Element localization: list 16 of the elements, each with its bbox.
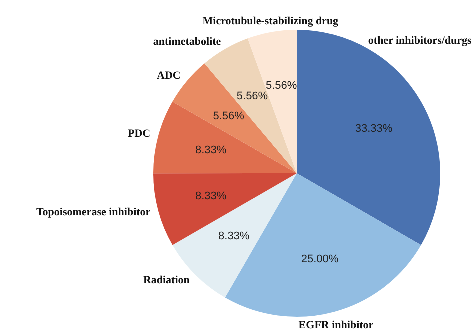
data-label: 25.00% — [301, 253, 339, 266]
slice-label: Radiation — [143, 274, 190, 287]
data-label: 8.33% — [218, 230, 250, 242]
slice-label: antimetabolite — [153, 36, 222, 48]
slice-label: EGFR inhibitor — [298, 319, 374, 332]
data-label: 5.56% — [213, 110, 245, 122]
data-label: 8.33% — [195, 144, 227, 157]
data-label: 5.56% — [236, 90, 268, 102]
data-label: 8.33% — [195, 190, 227, 203]
slice-label: Topoisomerase inhibitor — [36, 206, 151, 219]
data-label: 5.56% — [266, 80, 298, 92]
slice-label: Microtubule-stabilizing drug — [202, 15, 340, 28]
slice-label: ADC — [157, 70, 181, 82]
data-label: 33.33% — [355, 123, 393, 136]
slice-label: other inhibitors/durgs — [368, 34, 473, 47]
slice-label: PDC — [128, 128, 151, 140]
